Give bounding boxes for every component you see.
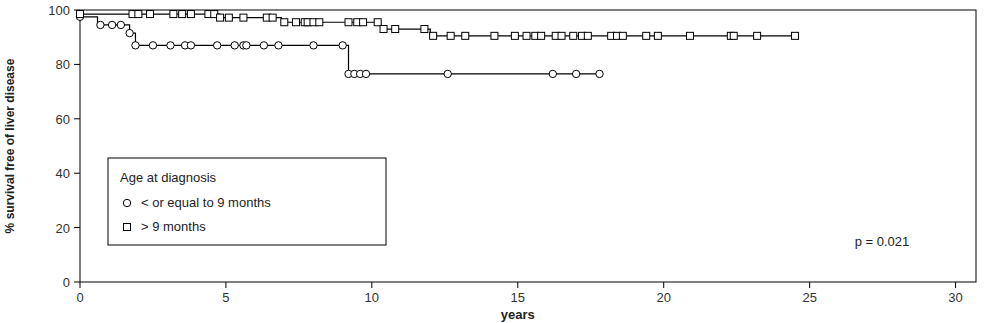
y-tick bbox=[74, 173, 80, 174]
y-tick-label: 0 bbox=[63, 275, 70, 290]
censor-marker bbox=[240, 14, 247, 21]
censor-marker bbox=[686, 32, 693, 39]
y-tick-label: 100 bbox=[48, 3, 70, 18]
censor-marker bbox=[187, 11, 194, 18]
censor-marker bbox=[462, 32, 469, 39]
censor-marker bbox=[491, 32, 498, 39]
censor-marker bbox=[310, 42, 317, 49]
y-tick bbox=[74, 227, 80, 228]
survival-curve bbox=[80, 17, 600, 74]
censor-marker bbox=[430, 32, 437, 39]
x-tick bbox=[80, 282, 81, 288]
censor-marker bbox=[149, 42, 156, 49]
censor-marker bbox=[179, 11, 186, 18]
censor-marker bbox=[281, 19, 288, 26]
legend-label: < or equal to 9 months bbox=[141, 195, 271, 210]
x-tick bbox=[225, 282, 226, 288]
censor-marker bbox=[549, 70, 556, 77]
p-value: p = 0.021 bbox=[855, 234, 910, 249]
censor-marker bbox=[117, 21, 124, 28]
censor-marker bbox=[444, 70, 451, 77]
censor-marker bbox=[754, 32, 761, 39]
censor-marker bbox=[511, 32, 518, 39]
censor-marker bbox=[596, 70, 603, 77]
censor-marker bbox=[147, 11, 154, 18]
censor-marker bbox=[126, 29, 133, 36]
legend-label: > 9 months bbox=[141, 219, 206, 234]
censor-marker bbox=[187, 42, 194, 49]
censor-marker bbox=[558, 32, 565, 39]
x-tick bbox=[663, 282, 664, 288]
censor-marker bbox=[362, 70, 369, 77]
censor-marker bbox=[339, 42, 346, 49]
censor-marker bbox=[231, 42, 238, 49]
chart: 0 5 10 15 20 25 30 0 20 40 60 80 100 years % survival … bbox=[0, 0, 986, 323]
y-tick bbox=[74, 282, 80, 283]
censor-marker bbox=[447, 32, 454, 39]
legend-title: Age at diagnosis bbox=[120, 170, 217, 185]
legend-marker bbox=[123, 199, 130, 206]
plot-frame bbox=[80, 10, 976, 282]
censor-marker bbox=[269, 14, 276, 21]
censor-marker bbox=[654, 32, 661, 39]
censor-marker bbox=[380, 26, 387, 33]
y-tick-label: 20 bbox=[56, 221, 70, 236]
censor-marker bbox=[135, 11, 142, 18]
x-axis-label: years bbox=[501, 307, 535, 322]
censor-marker bbox=[572, 70, 579, 77]
x-tick-label: 5 bbox=[222, 290, 229, 305]
censor-marker bbox=[316, 19, 323, 26]
censor-marker bbox=[374, 19, 381, 26]
plot-area bbox=[76, 11, 798, 78]
censor-marker bbox=[421, 26, 428, 33]
y-tick bbox=[74, 64, 80, 65]
censor-marker bbox=[523, 32, 530, 39]
censor-marker bbox=[730, 32, 737, 39]
y-tick-label: 60 bbox=[56, 112, 70, 127]
censor-marker bbox=[619, 32, 626, 39]
censor-marker bbox=[77, 11, 84, 18]
x-tick-label: 15 bbox=[511, 290, 525, 305]
censor-marker bbox=[97, 21, 104, 28]
censor-marker bbox=[292, 19, 299, 26]
y-tick-label: 80 bbox=[56, 57, 70, 72]
censor-marker bbox=[225, 14, 232, 21]
censor-marker bbox=[243, 42, 250, 49]
x-tick-label: 25 bbox=[802, 290, 816, 305]
censor-marker bbox=[167, 42, 174, 49]
censor-marker bbox=[392, 26, 399, 33]
x-tick bbox=[809, 282, 810, 288]
x-tick bbox=[955, 282, 956, 288]
censor-marker bbox=[213, 42, 220, 49]
y-axis-label: % survival free of liver disease bbox=[3, 58, 17, 233]
x-tick-label: 20 bbox=[656, 290, 670, 305]
legend-box bbox=[108, 158, 386, 245]
censor-marker bbox=[275, 42, 282, 49]
censor-marker bbox=[584, 32, 591, 39]
y-tick-label: 40 bbox=[56, 166, 70, 181]
censor-marker bbox=[217, 14, 224, 21]
censor-marker bbox=[360, 19, 367, 26]
x-tick-label: 10 bbox=[365, 290, 379, 305]
censor-marker bbox=[170, 11, 177, 18]
censor-marker bbox=[260, 42, 267, 49]
legend: Age at diagnosis < or equal to 9 months > … bbox=[108, 158, 386, 245]
x-tick bbox=[371, 282, 372, 288]
censor-marker bbox=[792, 32, 799, 39]
censor-marker bbox=[643, 32, 650, 39]
legend-marker bbox=[124, 224, 131, 231]
censor-marker bbox=[345, 19, 352, 26]
censor-marker bbox=[570, 32, 577, 39]
x-tick bbox=[517, 282, 518, 288]
x-tick-label: 0 bbox=[76, 290, 83, 305]
y-tick bbox=[74, 118, 80, 119]
x-tick-label: 30 bbox=[948, 290, 962, 305]
censor-marker bbox=[108, 21, 115, 28]
censor-marker bbox=[538, 32, 545, 39]
censor-marker bbox=[132, 42, 139, 49]
